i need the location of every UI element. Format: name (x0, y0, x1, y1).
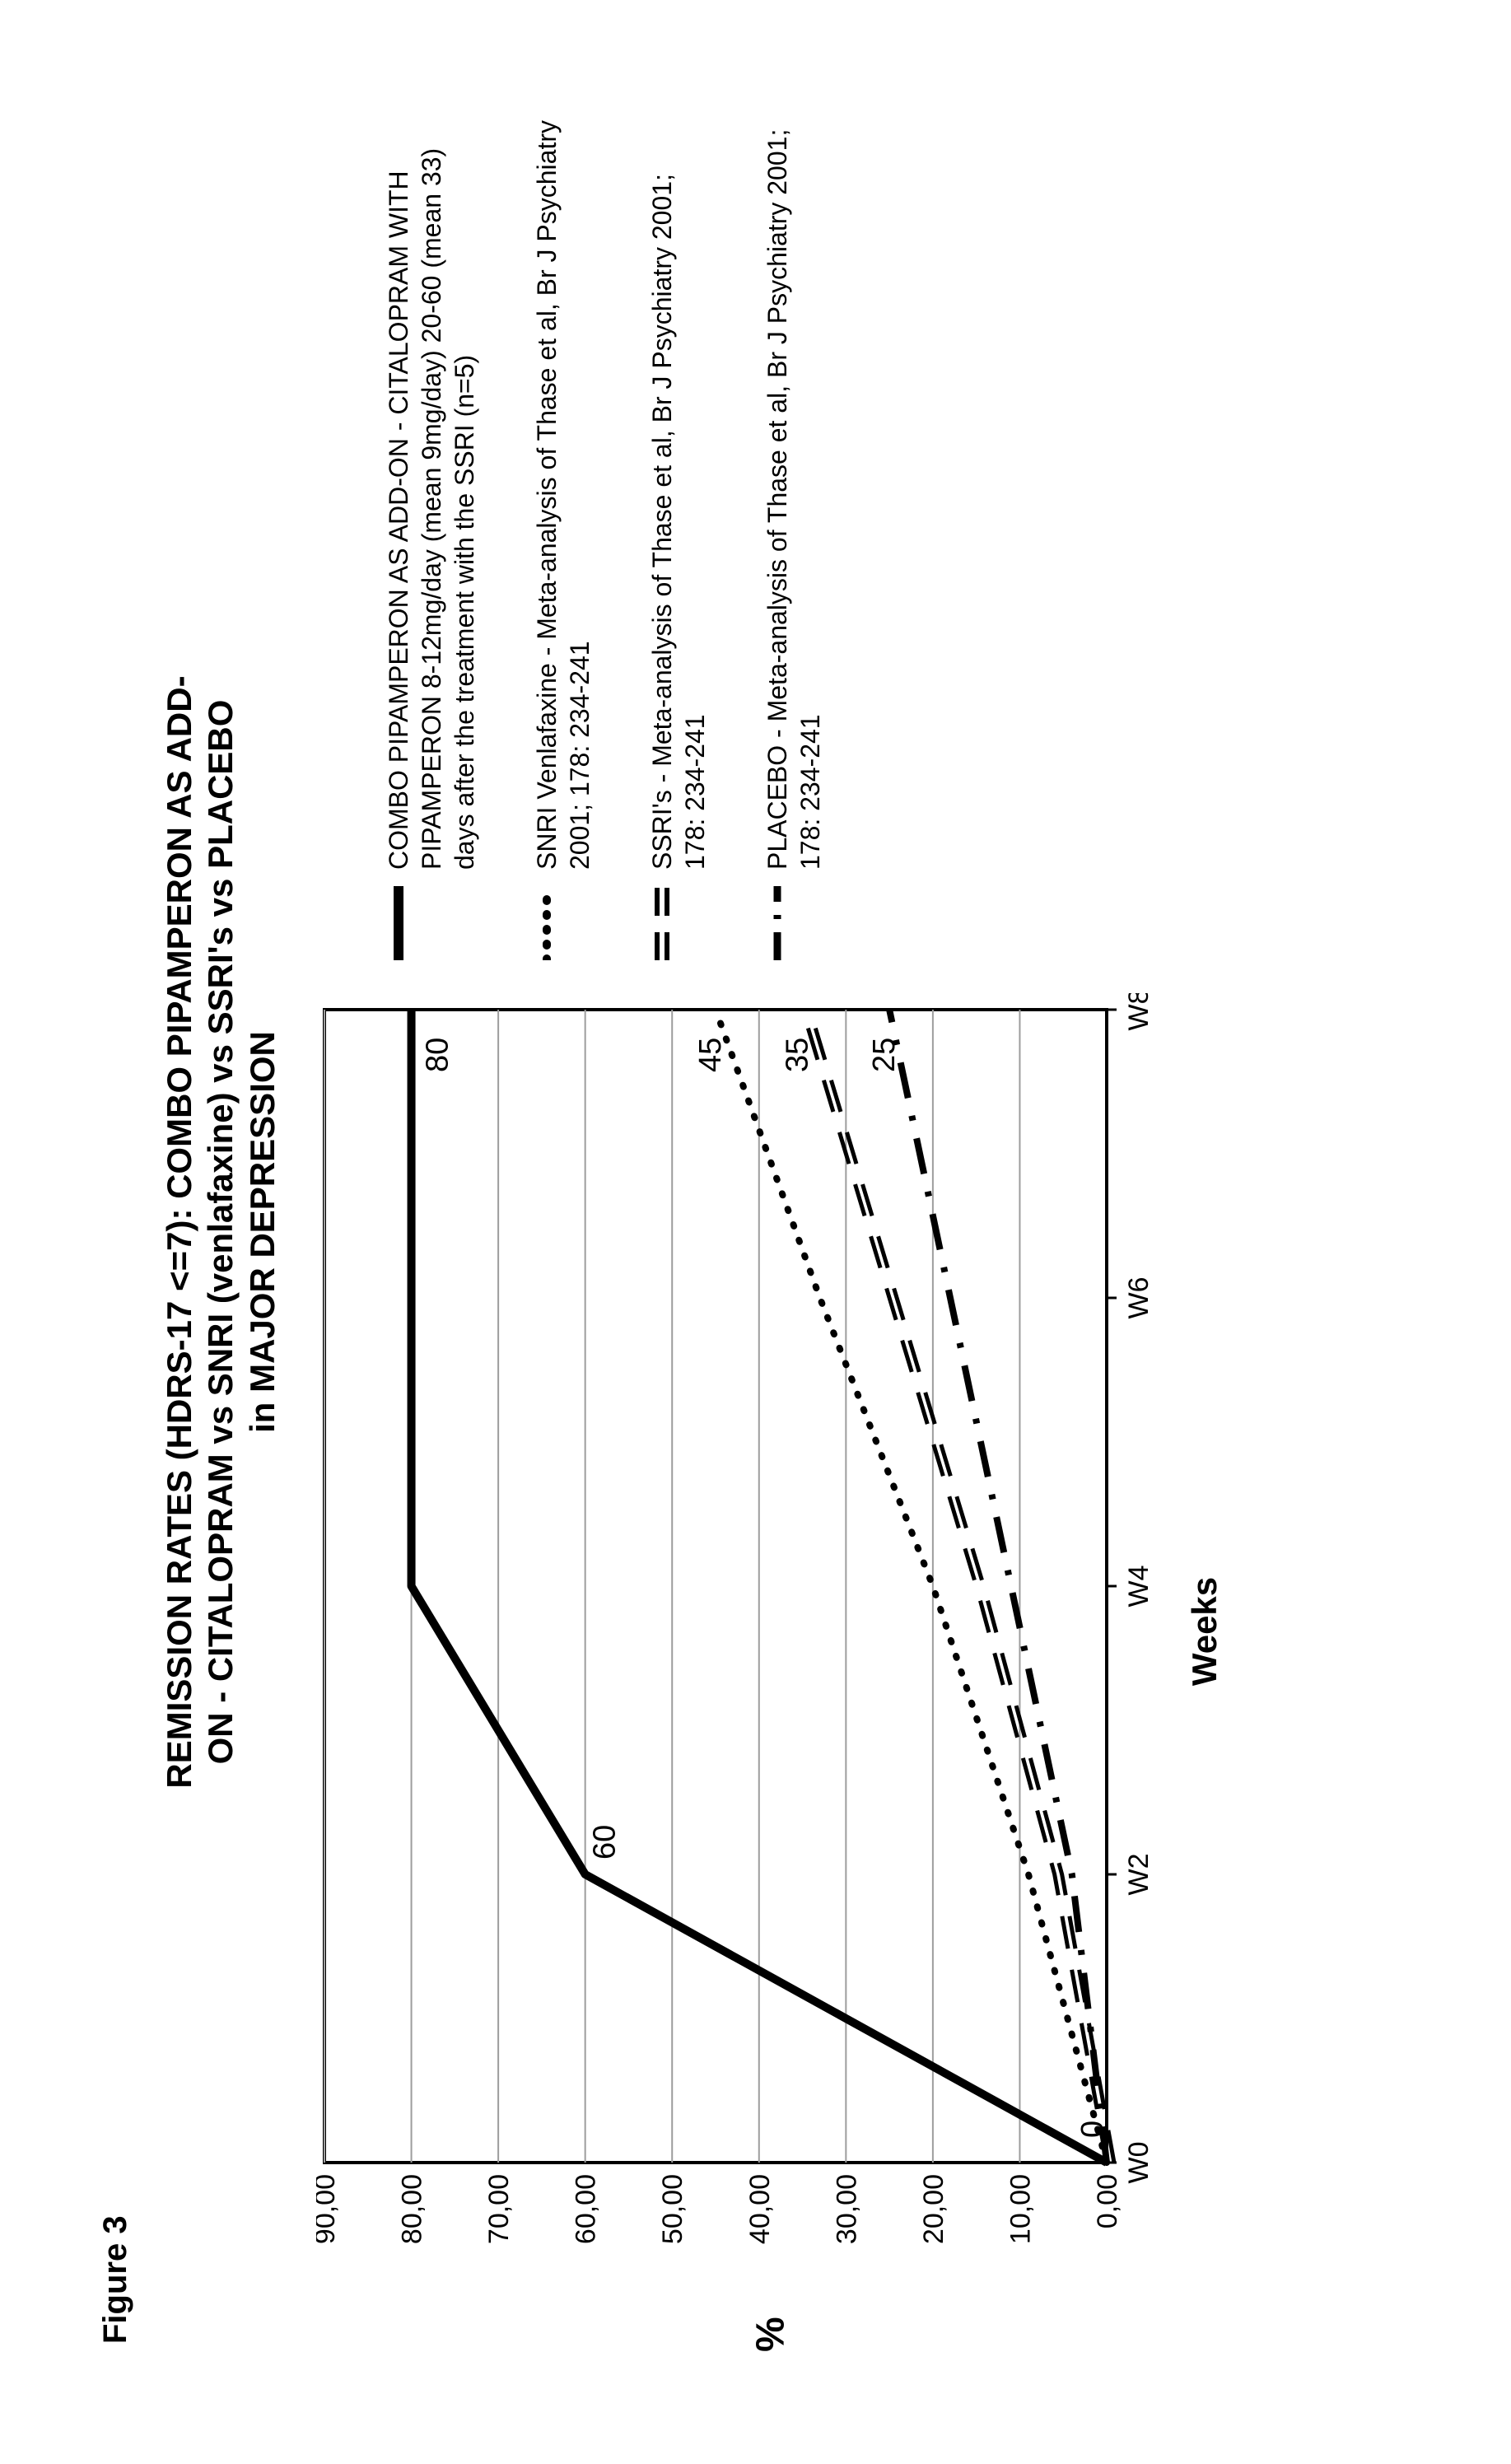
y-tick: 80,00 (396, 2174, 427, 2244)
chart-title: REMISSION RATES (HDRS-17 <=7): COMBO PIP… (159, 120, 283, 2344)
y-axis-label: % (748, 2317, 793, 2352)
title-line-2: ON - CITALOPRAM vs SNRI (venlafaxine) vs… (200, 120, 241, 2344)
legend-swatch-dashdot (761, 886, 794, 960)
point-label: 80 (420, 1038, 455, 1072)
point-label: 35 (780, 1038, 814, 1072)
legend-item: SSRI's - Meta-analysis of Thase et al, B… (646, 120, 711, 960)
x-tick: W0 (1123, 2142, 1154, 2184)
y-tick: 40,00 (744, 2174, 775, 2244)
y-tick: 0,00 (1092, 2174, 1123, 2228)
svg-holder: 0,00 10,00 20,00 30,00 40,00 50,00 60,00 70,00 8… (316, 985, 1177, 2278)
chart-svg: 0,00 10,00 20,00 30,00 40,00 50,00 60,00 70,00 8… (316, 993, 1173, 2278)
x-tick: W2 (1123, 1854, 1154, 1896)
y-tick: 30,00 (831, 2174, 862, 2244)
point-label: 60 (587, 1825, 622, 1860)
title-line-3: in MAJOR DEPRESSION (241, 120, 282, 2344)
legend-text: SSRI's - Meta-analysis of Thase et al, B… (646, 120, 711, 870)
legend: COMBO PIPAMPERON AS ADD-ON - CITALOPRAM … (316, 120, 1224, 960)
chart-area: % 0,0010,0020,0030,0040,0050,0060,0070,0… (316, 985, 1224, 2344)
x-tick: W4 (1123, 1566, 1154, 1608)
y-tick: 20,00 (918, 2174, 949, 2244)
y-tick: 60,00 (570, 2174, 601, 2244)
y-tick: 50,00 (657, 2174, 688, 2244)
legend-text: COMBO PIPAMPERON AS ADD-ON - CITALOPRAM … (382, 120, 481, 870)
legend-swatch-solid (382, 886, 415, 960)
rotated-container: Figure 3 REMISSION RATES (HDRS-17 <=7): … (97, 120, 1415, 2344)
chart-layout: % 0,0010,0020,0030,0040,0050,0060,0070,0… (316, 120, 1224, 2344)
legend-item: COMBO PIPAMPERON AS ADD-ON - CITALOPRAM … (382, 120, 481, 960)
y-tick: 70,00 (483, 2174, 515, 2244)
point-label: 25 (867, 1038, 902, 1072)
legend-text: SNRI Venlafaxine - Meta-analysis of Thas… (530, 120, 596, 870)
y-tick: 10,00 (1005, 2174, 1036, 2244)
figure-label: Figure 3 (97, 120, 134, 2344)
point-label: 45 (693, 1038, 728, 1072)
legend-item: PLACEBO - Meta-analysis of Thase et al, … (761, 120, 827, 960)
legend-text: PLACEBO - Meta-analysis of Thase et al, … (761, 120, 827, 870)
x-axis-label: Weeks (1185, 985, 1224, 2278)
legend-item: SNRI Venlafaxine - Meta-analysis of Thas… (530, 120, 596, 960)
x-tick: W8 (1123, 993, 1154, 1031)
y-tick: 90,00 (316, 2174, 341, 2244)
legend-swatch-double (646, 886, 679, 960)
origin-label: 0 (1075, 2121, 1110, 2138)
legend-swatch-dots (530, 886, 563, 960)
title-line-1: REMISSION RATES (HDRS-17 <=7): COMBO PIP… (159, 120, 200, 2344)
x-tick: W6 (1123, 1277, 1154, 1319)
